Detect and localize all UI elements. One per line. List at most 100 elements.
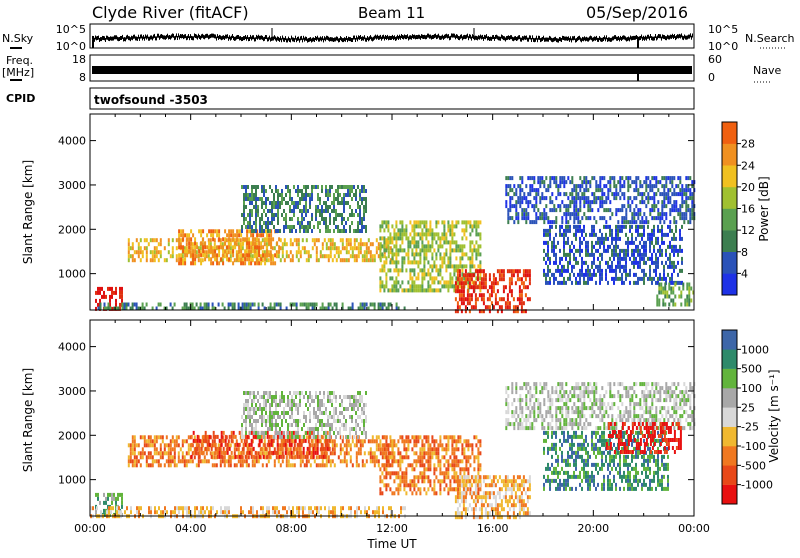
scatter-cell [691,180,693,184]
nsky-sample [653,37,654,41]
scatter-cell [204,245,206,249]
scatter-cell [111,291,113,295]
nsky-sample [542,37,543,41]
scatter-cell [631,216,633,220]
scatter-cell [115,287,117,291]
scatter-cell [301,197,303,201]
scatter-cell [674,295,676,299]
nsky-sample [668,35,669,39]
scatter-cell [585,216,587,220]
scatter-cell [449,272,451,276]
scatter-cell [613,277,615,281]
scatter-cell [427,248,429,252]
scatter-cell [685,208,687,212]
scatter-cell [541,216,543,220]
scatter-cell [214,253,216,257]
scatter-cell [286,463,288,467]
scatter-cell [322,459,324,463]
scatter-cell [191,443,193,447]
nsky-sample [187,36,188,40]
scatter-cell [413,224,415,228]
scatter-cell [105,295,107,299]
scatter-cell [463,297,465,301]
scatter-cell [326,254,328,258]
scatter-cell [235,455,237,459]
nsky-sample [506,36,507,40]
scatter-cell [581,273,583,277]
scatter-cell [228,463,230,467]
nsky-sample [384,37,385,41]
scatter-cell [280,463,282,467]
nsky-sample [150,36,151,40]
scatter-cell [679,269,681,273]
nsky-sample [549,36,550,40]
nsky-sample [218,36,219,40]
scatter-cell [669,212,671,216]
scatter-cell [340,451,342,455]
scatter-cell [301,443,303,447]
scatter-cell [527,297,529,301]
scatter-cell [675,192,677,196]
scatter-cell [515,192,517,196]
scatter-cell [182,229,184,233]
scatter-cell [252,241,254,245]
nsky-sample [651,36,652,40]
scatter-cell [208,303,210,307]
scatter-cell [140,246,142,250]
scatter-cell [651,196,653,200]
scatter-cell [262,451,264,455]
scatter-cell [593,196,595,200]
scatter-cell [673,253,675,257]
scatter-cell [599,200,601,204]
nsky-sample [167,34,168,38]
scatter-cell [355,193,357,197]
scatter-cell [431,264,433,268]
nsky-sample [165,36,166,40]
scatter-cell [405,268,407,272]
scatter-cell [302,238,304,242]
nsky-sample [192,36,193,40]
scatter-cell [419,248,421,252]
scatter-cell [255,451,257,455]
scatter-cell [649,184,651,188]
scatter-cell [383,220,385,224]
nsky-sample [224,36,225,40]
scatter-cell [391,236,393,240]
scatter-cell [407,260,409,264]
scatter-cell [519,277,521,281]
scatter-cell [342,439,344,443]
nsky-sample [144,37,145,41]
scatter-cell [381,244,383,248]
scatter-cell [156,254,158,258]
nsky-sample [173,34,174,38]
scatter-cell [517,269,519,273]
scatter-cell [471,224,473,228]
nsky-sample [676,35,677,39]
scatter-cell [655,281,657,285]
scatter-cell [111,287,113,291]
nsky-sample [240,36,241,40]
nsky-sample [189,36,190,40]
nsky-sample [418,35,419,39]
scatter-cell [156,451,158,455]
scatter-cell [475,256,477,260]
scatter-cell [429,276,431,280]
scatter-cell [315,185,317,189]
scatter-cell [199,451,201,455]
scatter-cell [461,285,463,289]
scatter-cell [186,249,188,253]
scatter-cell [350,238,352,242]
scatter-cell [263,455,265,459]
scatter-cell [665,249,667,253]
scatter-cell [395,220,397,224]
scatter-cell [331,185,333,189]
scatter-cell [419,260,421,264]
nsky-sample [239,36,240,40]
scatter-cell [473,281,475,285]
scatter-cell [529,277,531,281]
scatter-cell [370,451,372,455]
nsky-sample [507,36,508,40]
scatter-cell [477,269,479,273]
scatter-cell [601,277,603,281]
nsky-sample [476,36,477,40]
